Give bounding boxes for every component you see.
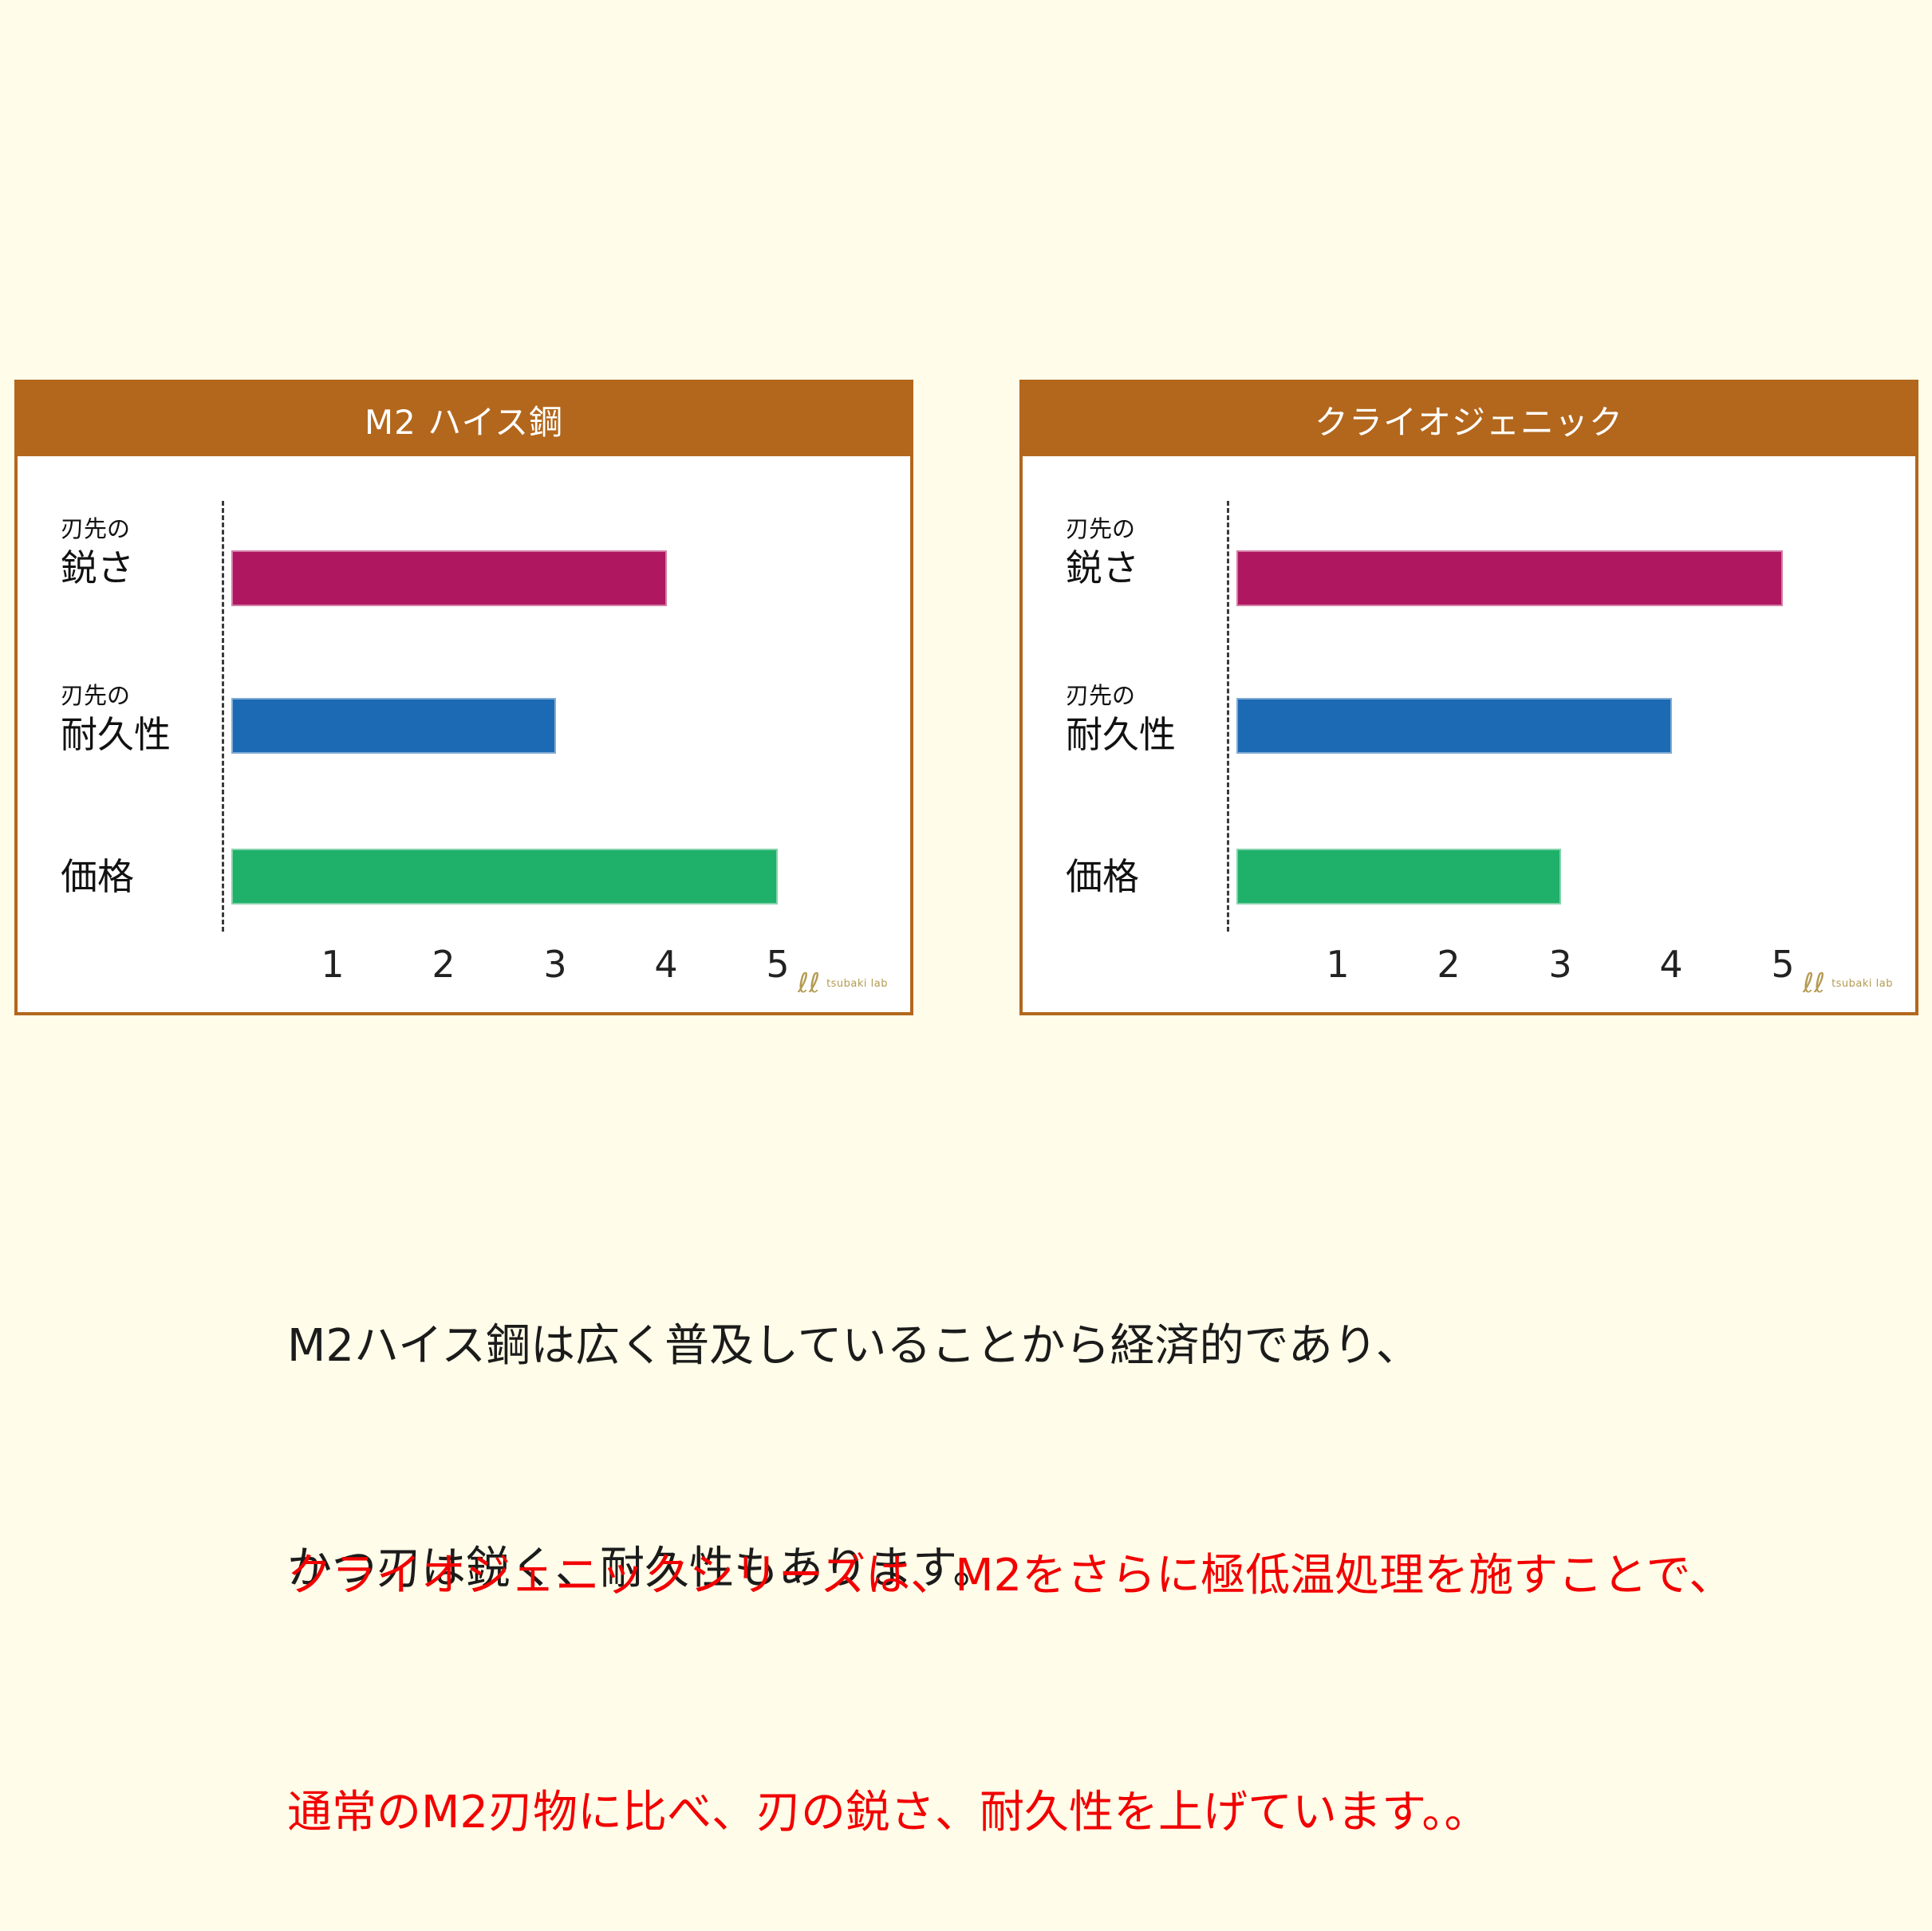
chart-panel-cryogenic: クライオジェニック 刃先の 鋭さ 刃先の 耐久性 価格 1 2 3 4 5 ℓℓ…: [1019, 380, 1918, 1015]
bar-price: [231, 849, 778, 904]
x-tick: 1: [1326, 943, 1350, 986]
x-tick: 3: [543, 943, 567, 986]
bar-sharpness: [231, 550, 667, 606]
category-label-main: 価格: [61, 855, 134, 898]
x-tick: 3: [1548, 943, 1572, 986]
category-label-main: 鋭さ: [61, 546, 134, 589]
panel-header-cryogenic: クライオジェニック: [1023, 383, 1915, 456]
x-tick: 4: [1659, 943, 1683, 986]
panel-title: クライオジェニック: [1314, 402, 1623, 442]
caption-black-line-2: かつ刃は鋭く、耐久性もあります。: [287, 1543, 998, 1594]
chart-area: 刃先の 鋭さ 刃先の 耐久性 価格 1 2 3 4 5 ℓℓ tsubaki l…: [1023, 456, 1915, 1009]
tsubaki-lab-logo: ℓℓ tsubaki lab: [798, 970, 888, 997]
x-tick: 5: [766, 943, 790, 986]
logo-squiggle-icon: ℓℓ: [797, 967, 821, 999]
bar-durability: [1236, 698, 1672, 754]
category-label-sharpness: 刃先の 鋭さ: [1066, 514, 1139, 592]
caption-red-line-2: 通常のM2刃物に比べ、刃の鋭さ、耐久性を上げています。。: [287, 1787, 1489, 1838]
category-label-durability: 刃先の 耐久性: [1066, 680, 1176, 759]
category-label-prefix: 刃先の: [1066, 682, 1136, 709]
bar-sharpness: [1236, 550, 1783, 606]
x-tick: 1: [321, 943, 345, 986]
category-label-main: 鋭さ: [1066, 546, 1139, 589]
category-label-prefix: 刃先の: [1066, 515, 1136, 542]
category-label-durability: 刃先の 耐久性: [61, 680, 171, 759]
logo-squiggle-icon: ℓℓ: [1802, 967, 1826, 999]
axis-baseline: [1227, 501, 1229, 932]
category-label-main: 耐久性: [1066, 713, 1176, 756]
category-label-main: 価格: [1066, 855, 1139, 898]
bar-durability: [231, 698, 556, 754]
caption-red-line-1: クライオジェニックシリーズは、M2をさらに極低温処理を施すことで、: [287, 1550, 1734, 1602]
chart-panel-m2: M2 ハイス鋼 刃先の 鋭さ 刃先の 耐久性 価格 1 2 3 4 5 ℓℓ t…: [14, 380, 913, 1015]
caption-red: クライオジェニックシリーズは、M2をさらに極低温処理を施すことで、 通常のM2刃…: [287, 1378, 1733, 1931]
axis-baseline: [222, 501, 224, 932]
category-label-price: 価格: [1066, 853, 1139, 900]
logo-text: tsubaki lab: [826, 977, 888, 990]
panel-title: M2 ハイス鋼: [364, 402, 564, 442]
x-tick: 5: [1771, 943, 1795, 986]
logo-text: tsubaki lab: [1831, 977, 1893, 990]
chart-area: 刃先の 鋭さ 刃先の 耐久性 価格 1 2 3 4 5 ℓℓ tsubaki l…: [18, 456, 910, 1009]
category-label-sharpness: 刃先の 鋭さ: [61, 514, 134, 592]
x-tick: 2: [432, 943, 455, 986]
category-label-price: 価格: [61, 853, 134, 900]
category-label-main: 耐久性: [61, 713, 171, 756]
category-label-prefix: 刃先の: [61, 515, 131, 542]
x-tick: 4: [654, 943, 678, 986]
panel-header-m2: M2 ハイス鋼: [18, 383, 910, 456]
category-label-prefix: 刃先の: [61, 682, 131, 709]
bar-price: [1236, 849, 1561, 904]
x-tick: 2: [1437, 943, 1461, 986]
tsubaki-lab-logo: ℓℓ tsubaki lab: [1803, 970, 1893, 997]
caption-black-line-1: M2ハイス鋼は広く普及していることから経済的であり、: [287, 1320, 1421, 1372]
caption-black: M2ハイス鋼は広く普及していることから経済的であり、 かつ刃は鋭く、耐久性もあり…: [287, 1161, 1421, 1680]
